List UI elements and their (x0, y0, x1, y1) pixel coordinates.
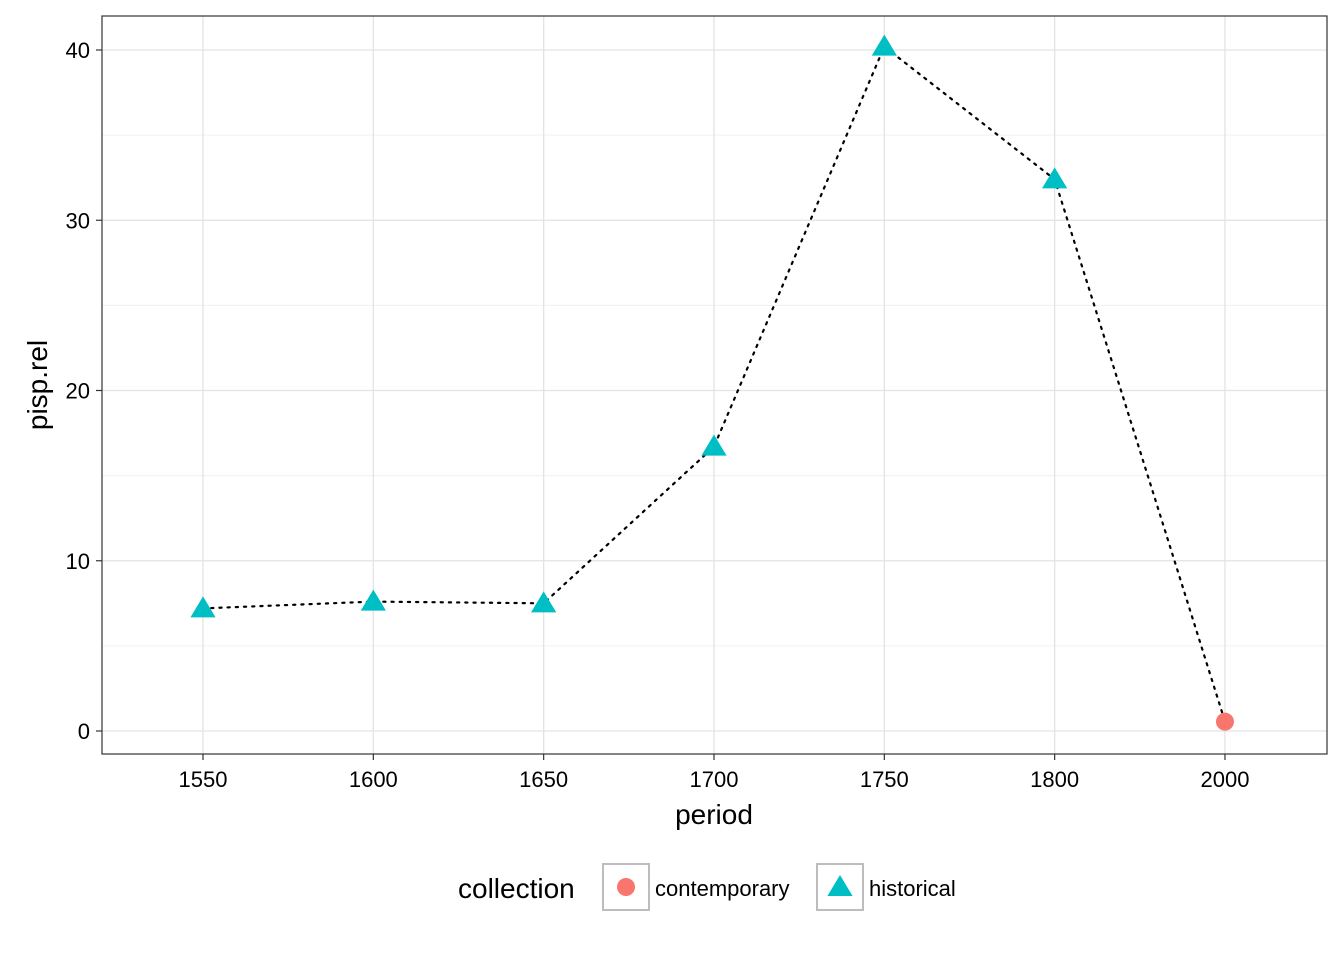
data-point (1215, 712, 1234, 731)
y-tick-label: 20 (66, 379, 90, 404)
legend-label: historical (869, 876, 956, 901)
data-points (190, 34, 1234, 731)
data-point (701, 434, 727, 456)
x-tick-label: 2000 (1201, 767, 1250, 792)
legend: collection contemporary historical (458, 863, 956, 911)
y-axis-title: pisp.rel (22, 340, 53, 430)
x-tick-label: 1700 (690, 767, 739, 792)
x-axis: 1550 1600 1650 1700 1750 1800 2000 (179, 754, 1250, 792)
x-tick-label: 1550 (179, 767, 228, 792)
grid (102, 16, 1327, 754)
legend-label: contemporary (655, 876, 790, 901)
x-tick-label: 1600 (349, 767, 398, 792)
x-tick-label: 1650 (519, 767, 568, 792)
legend-key-circle (617, 878, 635, 896)
data-point (871, 34, 897, 56)
y-tick-label: 0 (78, 719, 90, 744)
data-point (360, 589, 386, 611)
x-tick-label: 1800 (1030, 767, 1079, 792)
legend-key-triangle (827, 875, 853, 896)
y-tick-label: 30 (66, 208, 90, 233)
legend-title: collection (458, 873, 575, 904)
y-axis: 0 10 20 30 40 (66, 38, 102, 744)
x-axis-title: period (675, 799, 753, 830)
data-point (190, 596, 216, 618)
y-tick-label: 10 (66, 549, 90, 574)
y-tick-label: 40 (66, 38, 90, 63)
x-tick-label: 1750 (860, 767, 909, 792)
data-point (531, 591, 557, 613)
data-point (1042, 167, 1068, 189)
